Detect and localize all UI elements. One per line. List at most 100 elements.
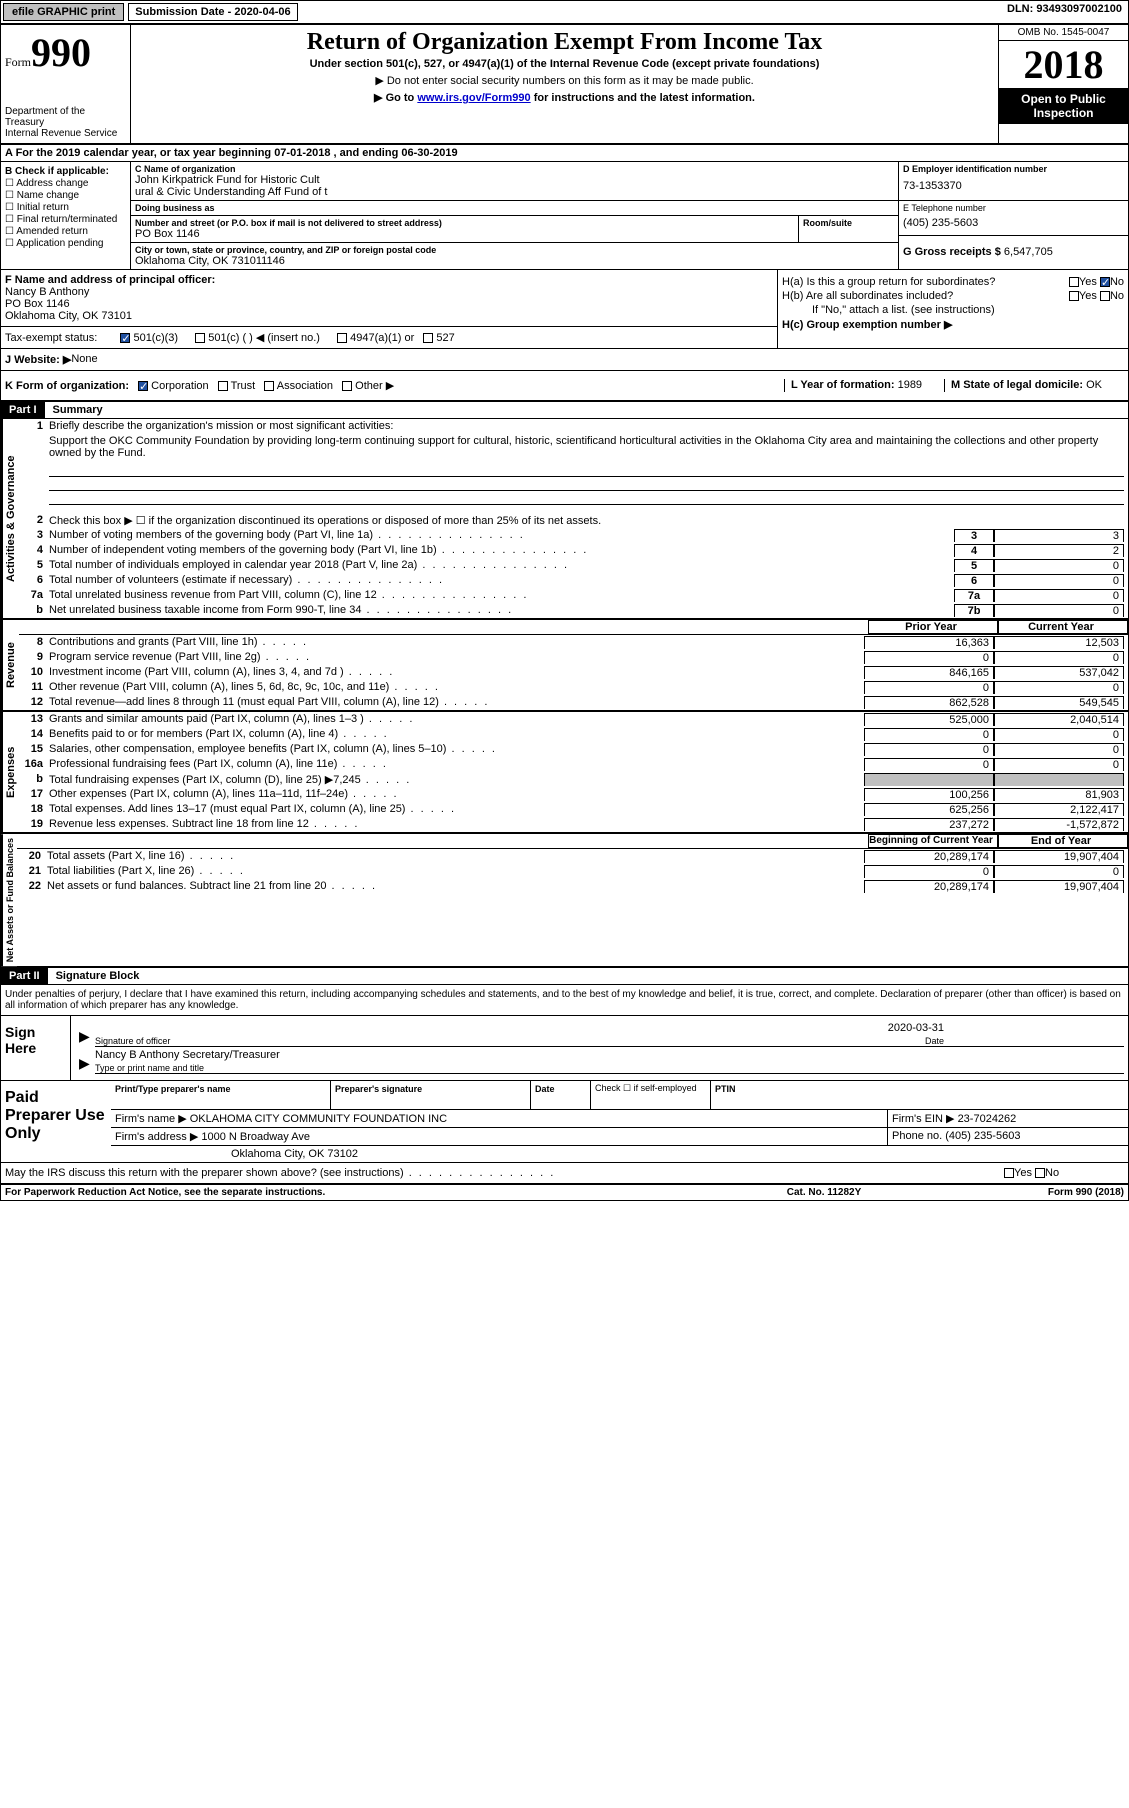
line-7a-text: Total unrelated business revenue from Pa… [49, 589, 954, 602]
chk-501c3[interactable] [120, 333, 130, 343]
line-12-prior: 862,528 [864, 696, 994, 709]
line-13-current: 2,040,514 [994, 713, 1124, 726]
line-j-website: J Website: ▶ None [1, 349, 1128, 371]
form-header: Form990 Department of the Treasury Inter… [1, 25, 1128, 145]
box-h: H(a) Is this a group return for subordin… [778, 270, 1128, 348]
chk-corp[interactable] [138, 381, 148, 391]
phone-value: (405) 235-5603 [903, 213, 1124, 233]
line-11-prior: 0 [864, 681, 994, 694]
state-domicile: OK [1086, 379, 1102, 391]
paid-preparer-label: Paid Preparer Use Only [1, 1081, 111, 1162]
side-revenue: Revenue [1, 620, 19, 710]
line-b-box: 7b [954, 604, 994, 617]
part1-revenue: Revenue Prior Year Current Year 8Contrib… [1, 620, 1128, 712]
chk-application-pending[interactable]: ☐ Application pending [5, 238, 126, 249]
omb-number: OMB No. 1545-0047 [999, 25, 1128, 41]
line-18-current: 2,122,417 [994, 803, 1124, 816]
mission-text: Support the OKC Community Foundation by … [19, 433, 1128, 461]
top-toolbar: efile GRAPHIC print Submission Date - 20… [1, 1, 1128, 25]
line-8-text: Contributions and grants (Part VIII, lin… [49, 636, 864, 649]
hb-no[interactable] [1100, 291, 1110, 301]
line-18-text: Total expenses. Add lines 13–17 (must eq… [49, 803, 864, 816]
chk-527[interactable] [423, 333, 433, 343]
line-12-text: Total revenue—add lines 8 through 11 (mu… [49, 696, 864, 709]
line-8-prior: 16,363 [864, 636, 994, 649]
line-k-l-m: K Form of organization: Corporation Trus… [1, 371, 1128, 402]
chk-initial-return[interactable]: ☐ Initial return [5, 202, 126, 213]
form-title: Return of Organization Exempt From Incom… [135, 29, 994, 56]
line-b-current [994, 773, 1124, 786]
line-22-text: Net assets or fund balances. Subtract li… [47, 880, 864, 893]
efile-print-button[interactable]: efile GRAPHIC print [3, 3, 124, 21]
hb-yes[interactable] [1069, 291, 1079, 301]
line-a-tax-year: A For the 2019 calendar year, or tax yea… [1, 145, 1128, 162]
irs-link[interactable]: www.irs.gov/Form990 [417, 92, 530, 104]
chk-trust[interactable] [218, 381, 228, 391]
ha-no[interactable] [1100, 277, 1110, 287]
line-5-value: 0 [994, 559, 1124, 572]
col-begin-year: Beginning of Current Year [868, 834, 998, 848]
paperwork-notice: For Paperwork Reduction Act Notice, see … [5, 1187, 724, 1198]
line-7a-value: 0 [994, 589, 1124, 602]
box-b-checkboxes: B Check if applicable: ☐ Address change … [1, 162, 131, 269]
col-current-year: Current Year [998, 620, 1128, 634]
line-10-text: Investment income (Part VIII, column (A)… [49, 666, 864, 679]
line-3-text: Number of voting members of the governin… [49, 529, 954, 542]
line-11-current: 0 [994, 681, 1124, 694]
line-10-prior: 846,165 [864, 666, 994, 679]
chk-name-change[interactable]: ☐ Name change [5, 190, 126, 201]
city-label: City or town, state or province, country… [135, 245, 894, 255]
section-f-h: F Name and address of principal officer:… [1, 270, 1128, 349]
submission-date: Submission Date - 2020-04-06 [128, 3, 297, 21]
dba-label: Doing business as [135, 203, 894, 213]
line-3-box: 3 [954, 529, 994, 542]
form-ref: Form 990 (2018) [924, 1187, 1124, 1198]
chk-final-return[interactable]: ☐ Final return/terminated [5, 214, 126, 225]
cat-no: Cat. No. 11282Y [724, 1187, 924, 1198]
ha-yes[interactable] [1069, 277, 1079, 287]
chk-assoc[interactable] [264, 381, 274, 391]
line-5-text: Total number of individuals employed in … [49, 559, 954, 572]
line-6-text: Total number of volunteers (estimate if … [49, 574, 954, 587]
officer-signature-line[interactable]: ▶ 2020-03-31 Signature of officerDate [95, 1022, 1124, 1047]
line-19-current: -1,572,872 [994, 818, 1124, 831]
side-net-assets: Net Assets or Fund Balances [1, 834, 17, 966]
line-b-text: Total fundraising expenses (Part IX, col… [49, 773, 864, 786]
street-value: PO Box 1146 [135, 228, 794, 240]
chk-4947[interactable] [337, 333, 347, 343]
col-end-year: End of Year [998, 834, 1128, 848]
part1-netassets: Net Assets or Fund Balances Beginning of… [1, 834, 1128, 968]
part1-expenses: Expenses 13Grants and similar amounts pa… [1, 712, 1128, 834]
line-20-text: Total assets (Part X, line 16) [47, 850, 864, 863]
year-formation: 1989 [898, 379, 922, 391]
line-5-box: 5 [954, 559, 994, 572]
line-4-text: Number of independent voting members of … [49, 544, 954, 557]
line-16a-text: Professional fundraising fees (Part IX, … [49, 758, 864, 771]
chk-amended[interactable]: ☐ Amended return [5, 226, 126, 237]
line-21-text: Total liabilities (Part X, line 26) [47, 865, 864, 878]
line-4-value: 2 [994, 544, 1124, 557]
discuss-no[interactable] [1035, 1168, 1045, 1178]
chk-other[interactable] [342, 381, 352, 391]
line-15-current: 0 [994, 743, 1124, 756]
part1-body: Activities & Governance 1Briefly describ… [1, 419, 1128, 620]
room-label: Room/suite [803, 218, 894, 228]
chk-501c[interactable] [195, 333, 205, 343]
line-14-current: 0 [994, 728, 1124, 741]
line-18-prior: 625,256 [864, 803, 994, 816]
org-name: John Kirkpatrick Fund for Historic Cult … [135, 174, 894, 198]
officer-addr2: Oklahoma City, OK 73101 [5, 310, 773, 322]
page-footer: For Paperwork Reduction Act Notice, see … [1, 1185, 1128, 1200]
street-label: Number and street (or P.O. box if mail i… [135, 218, 794, 228]
box-d-e-g: D Employer identification number 73-1353… [898, 162, 1128, 269]
box-c: C Name of organization John Kirkpatrick … [131, 162, 898, 269]
dept-treasury: Department of the Treasury Internal Reve… [5, 106, 126, 139]
open-to-public: Open to Public Inspection [999, 88, 1128, 124]
tax-exempt-label: Tax-exempt status: [5, 332, 97, 344]
chk-address-change[interactable]: ☐ Address change [5, 178, 126, 189]
discuss-yes[interactable] [1004, 1168, 1014, 1178]
line-22-current: 19,907,404 [994, 880, 1124, 893]
line-21-current: 0 [994, 865, 1124, 878]
line-4-box: 4 [954, 544, 994, 557]
officer-name-line: ▶ Nancy B Anthony Secretary/Treasurer Ty… [95, 1049, 1124, 1074]
